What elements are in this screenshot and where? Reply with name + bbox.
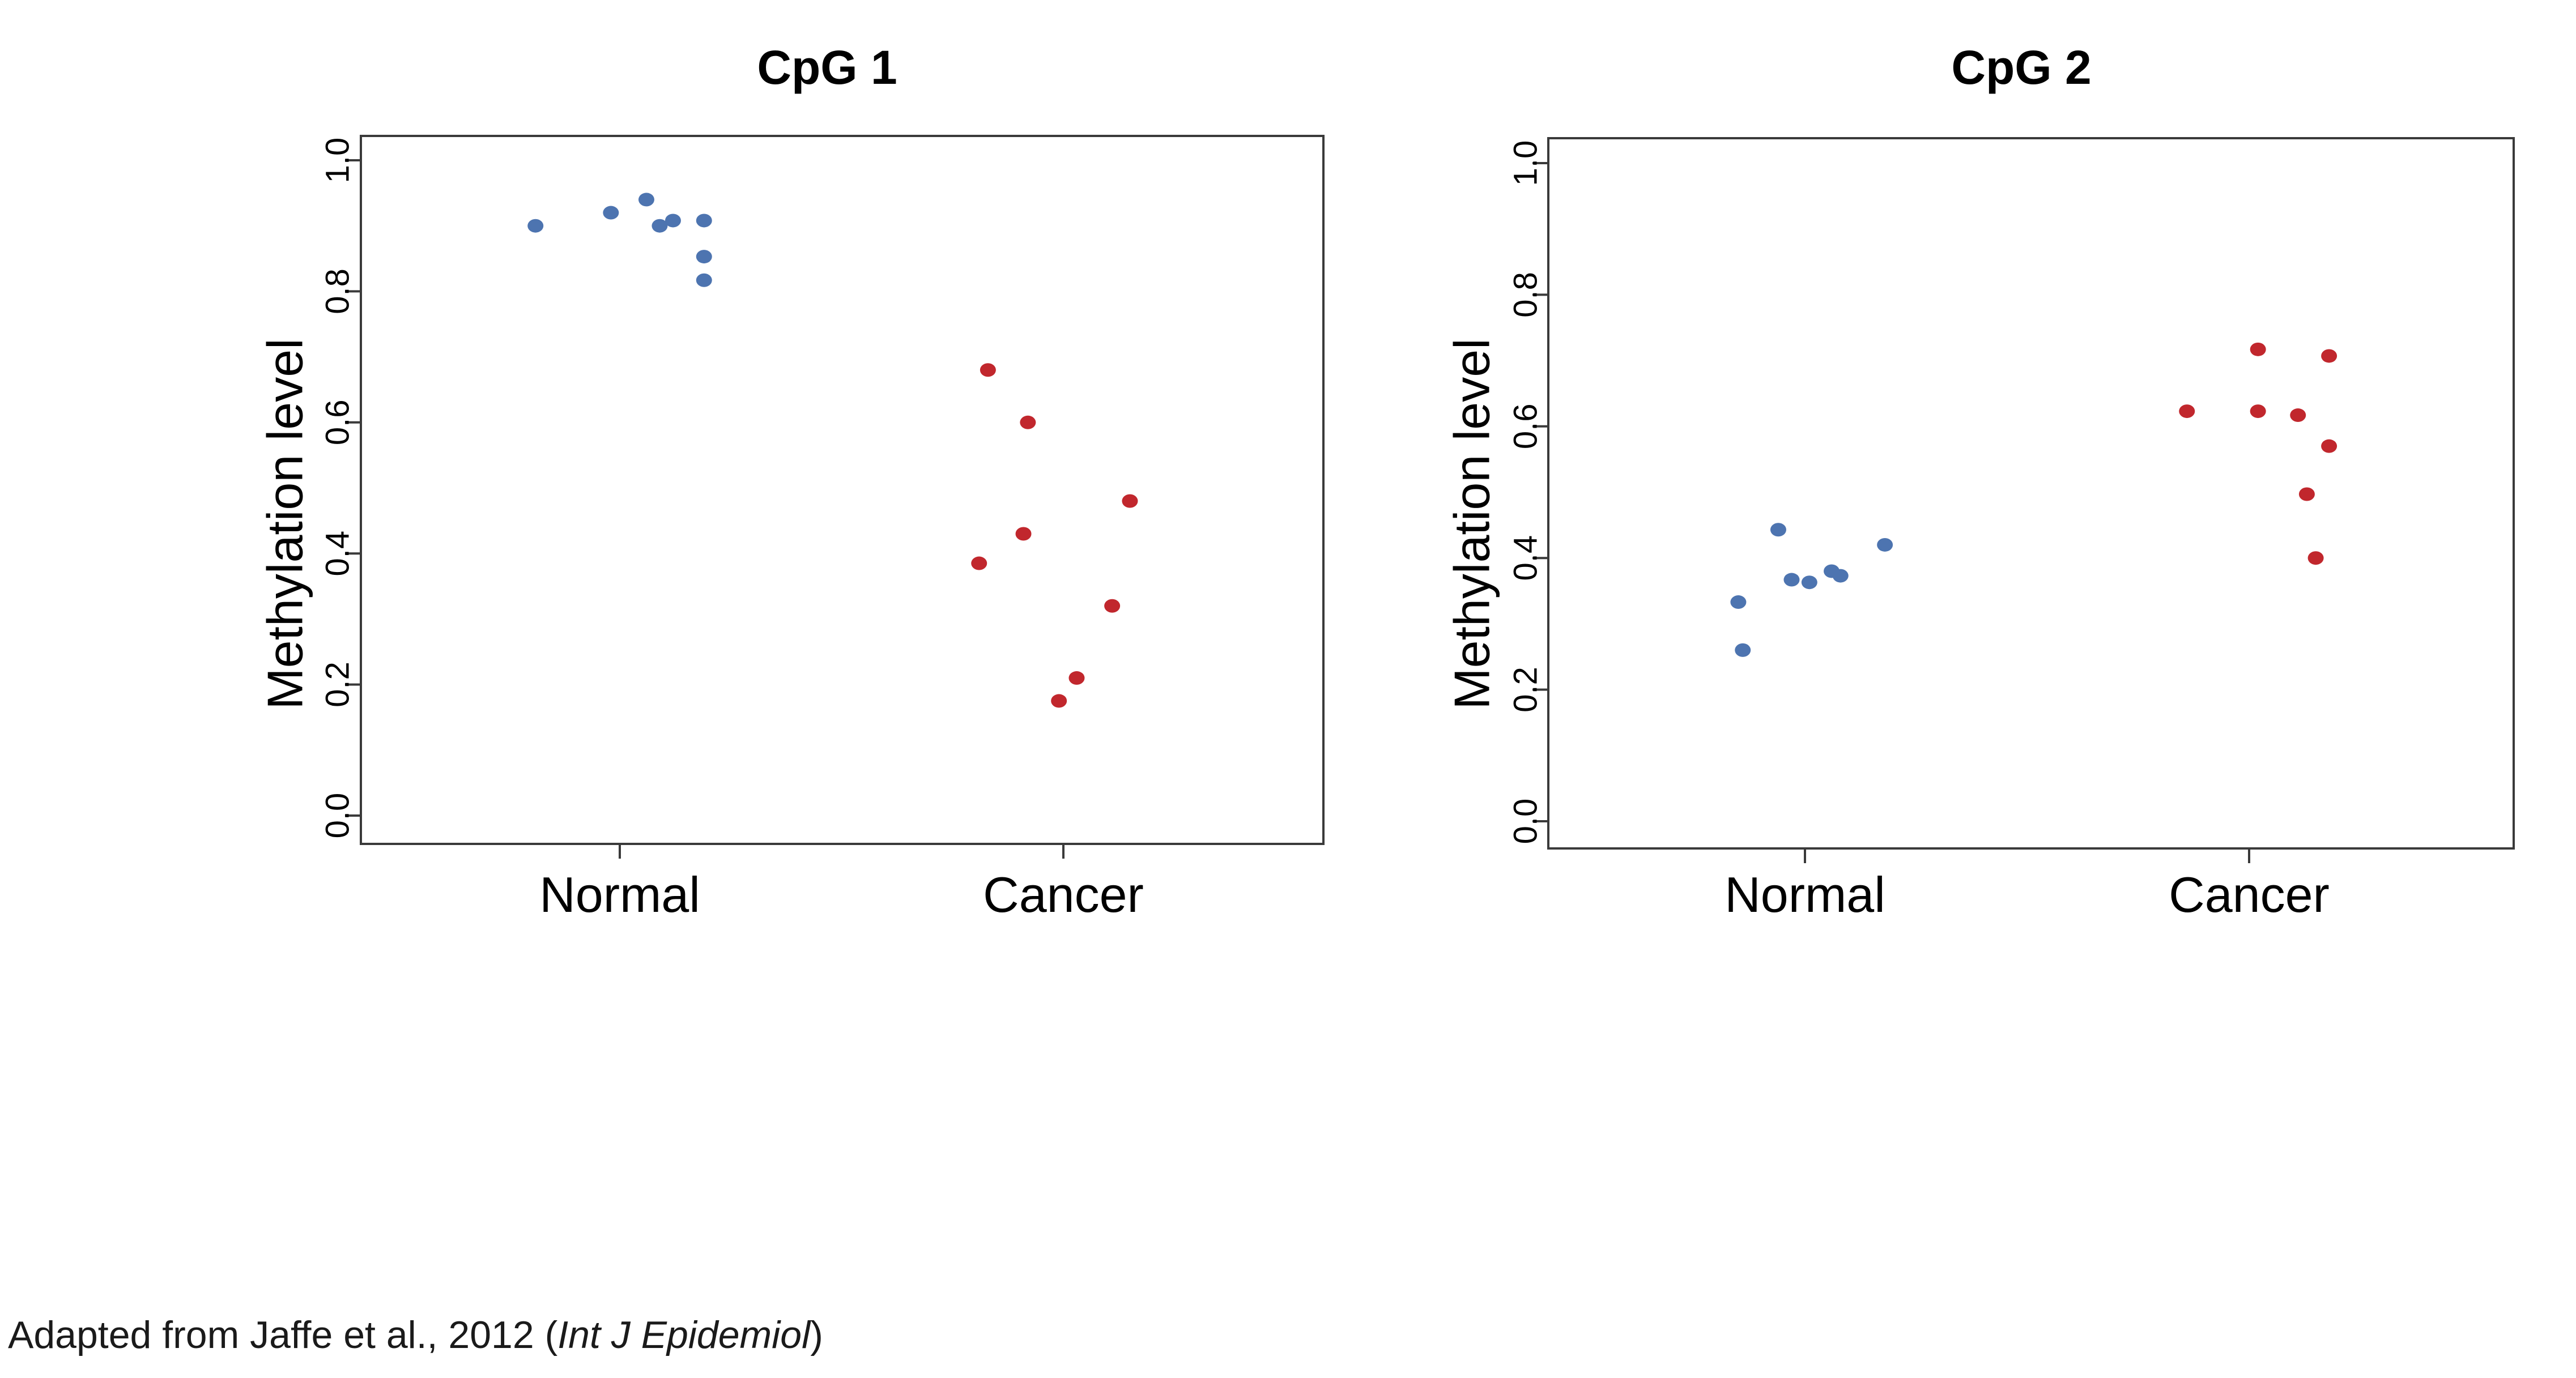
chart-title: CpG 2: [1951, 41, 2091, 94]
data-point-cancer: [1051, 694, 1067, 708]
data-point-cancer: [1068, 671, 1085, 685]
data-point-cancer: [2250, 342, 2266, 356]
data-point-cancer: [971, 556, 987, 570]
data-point-cancer: [2250, 404, 2266, 419]
y-tick-label: 0.6: [1507, 403, 1544, 449]
caption-suffix: ): [810, 1313, 823, 1356]
data-point-normal: [1770, 523, 1786, 537]
data-point-normal: [1832, 569, 1849, 583]
x-tick-label-normal: Normal: [1725, 867, 1885, 923]
y-tick-label: 0.8: [1507, 272, 1544, 318]
y-axis-label: Methylation level: [1444, 338, 1500, 709]
data-point-cancer: [1122, 494, 1138, 508]
data-point-normal: [527, 219, 544, 233]
x-tick-label-cancer: Cancer: [2169, 867, 2330, 923]
data-point-normal: [696, 273, 712, 287]
x-tick-label-cancer: Cancer: [983, 867, 1144, 923]
y-tick-label: 0.4: [1507, 535, 1544, 581]
series-normal: [527, 193, 712, 287]
data-point-normal: [696, 250, 712, 264]
y-tick-label: 0.0: [319, 793, 356, 839]
data-point-cancer: [2179, 404, 2195, 419]
data-point-normal: [1801, 575, 1817, 590]
plot-frame: [1547, 137, 2515, 850]
x-tick-label-normal: Normal: [539, 867, 700, 923]
chart-panel-1: CpG 1 0.0 0.2 0.4 0.6 0.8 1.0 Methylation level…: [257, 41, 1325, 923]
data-point-cancer: [2307, 551, 2324, 565]
data-point-normal: [638, 193, 654, 207]
series-normal: [1730, 523, 1893, 657]
y-tick-label: 0.2: [319, 662, 356, 707]
data-point-cancer: [1104, 599, 1121, 613]
data-point-normal: [652, 219, 668, 233]
data-point-normal: [1735, 643, 1751, 657]
data-point-normal: [1783, 573, 1800, 587]
caption-journal: Int J Epidemiol: [557, 1313, 811, 1356]
y-tick-label: 0.8: [319, 268, 356, 314]
y-tick-label: 0.0: [1507, 799, 1544, 844]
data-point-normal: [603, 206, 619, 220]
y-tick-label: 0.6: [319, 399, 356, 445]
data-point-cancer: [1020, 415, 1036, 429]
data-point-normal: [665, 214, 681, 228]
data-point-cancer: [2290, 408, 2306, 423]
data-point-normal: [1730, 595, 1747, 609]
data-point-normal: [696, 214, 712, 228]
caption-prefix: Adapted from Jaffe et al., 2012 (: [8, 1313, 558, 1356]
y-tick-label: 1.0: [319, 138, 356, 184]
data-point-normal: [1877, 537, 1893, 552]
chart-title: CpG 1: [757, 41, 897, 94]
data-point-cancer: [1015, 527, 1032, 541]
source-caption: Adapted from Jaffe et al., 2012 (Int J E…: [8, 1313, 823, 1357]
chart-panel-2: CpG 2 0.0 0.2 0.4 0.6 0.8 1.0 Methylation level…: [1444, 41, 2515, 923]
series-cancer: [2179, 342, 2337, 565]
data-point-cancer: [980, 363, 996, 377]
data-point-cancer: [2298, 487, 2315, 501]
y-tick-label: 0.2: [1507, 667, 1544, 713]
y-tick-label: 1.0: [1507, 140, 1544, 186]
data-point-cancer: [2321, 439, 2337, 453]
plot-frame: [360, 135, 1325, 845]
data-point-cancer: [2321, 349, 2337, 363]
y-axis-label: Methylation level: [257, 338, 313, 709]
series-cancer: [971, 363, 1138, 708]
y-tick-label: 0.4: [319, 531, 356, 577]
